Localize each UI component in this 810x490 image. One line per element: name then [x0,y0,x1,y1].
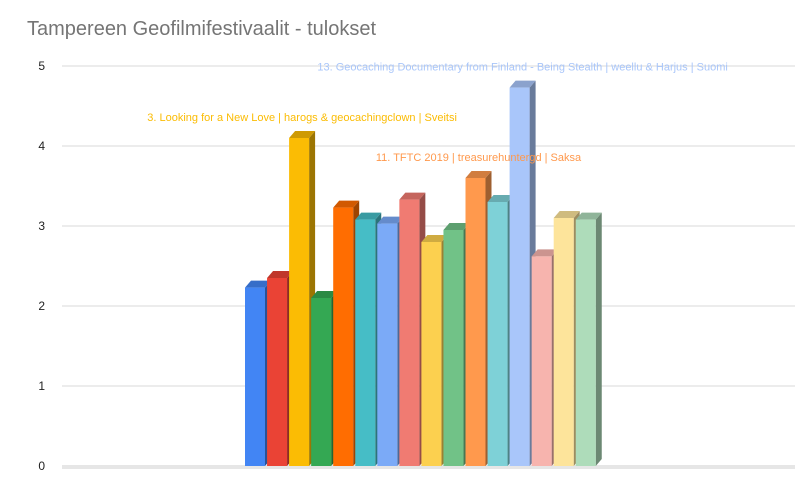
bar-front [289,138,310,466]
bar-top [553,211,580,218]
y-tick-label: 3 [38,219,45,233]
bar-top [465,171,492,178]
bar-front [487,202,508,466]
bar-top [267,271,294,278]
bar-top [355,212,382,220]
y-tick-label: 0 [38,459,45,473]
chart-floor [62,465,795,469]
y-tick-label: 4 [38,139,45,153]
bar-top [289,131,316,138]
bar-front [311,298,332,466]
bar-front [421,242,442,466]
bar-front [355,219,376,466]
bar-front [399,199,420,466]
bar-top [399,192,426,200]
bar-top [377,216,404,224]
bar-front [333,207,354,466]
bar-top [509,80,536,88]
bar-top [487,195,514,202]
bar-top [311,291,338,298]
bar-top [575,212,602,220]
bar-top [443,223,470,230]
data-label: 13. Geocaching Documentary from Finland … [317,62,727,74]
data-label: 11. TFTC 2019 | treasurehuntergd | Saksa [376,152,582,164]
bar-front [465,178,486,466]
bar-top [531,249,558,257]
bar-front [509,87,530,466]
y-tick-label: 5 [38,59,45,73]
bar [575,212,602,466]
y-tick-label: 2 [38,299,45,313]
bar-top [333,200,360,208]
bar-front [245,287,265,466]
bar-side [595,212,602,466]
bar-front [553,218,574,466]
bar-top [245,280,271,288]
bar-front [531,256,552,466]
y-tick-label: 1 [38,379,45,393]
data-label: 3. Looking for a New Love | harogs & geo… [147,112,457,124]
bar-front [377,223,398,466]
bar-front [443,230,464,466]
bar-front [267,278,288,466]
bar-top [421,235,448,242]
chart-title: Tampereen Geofilmifestivaalit - tulokset [27,18,377,40]
bar-front [575,219,596,466]
